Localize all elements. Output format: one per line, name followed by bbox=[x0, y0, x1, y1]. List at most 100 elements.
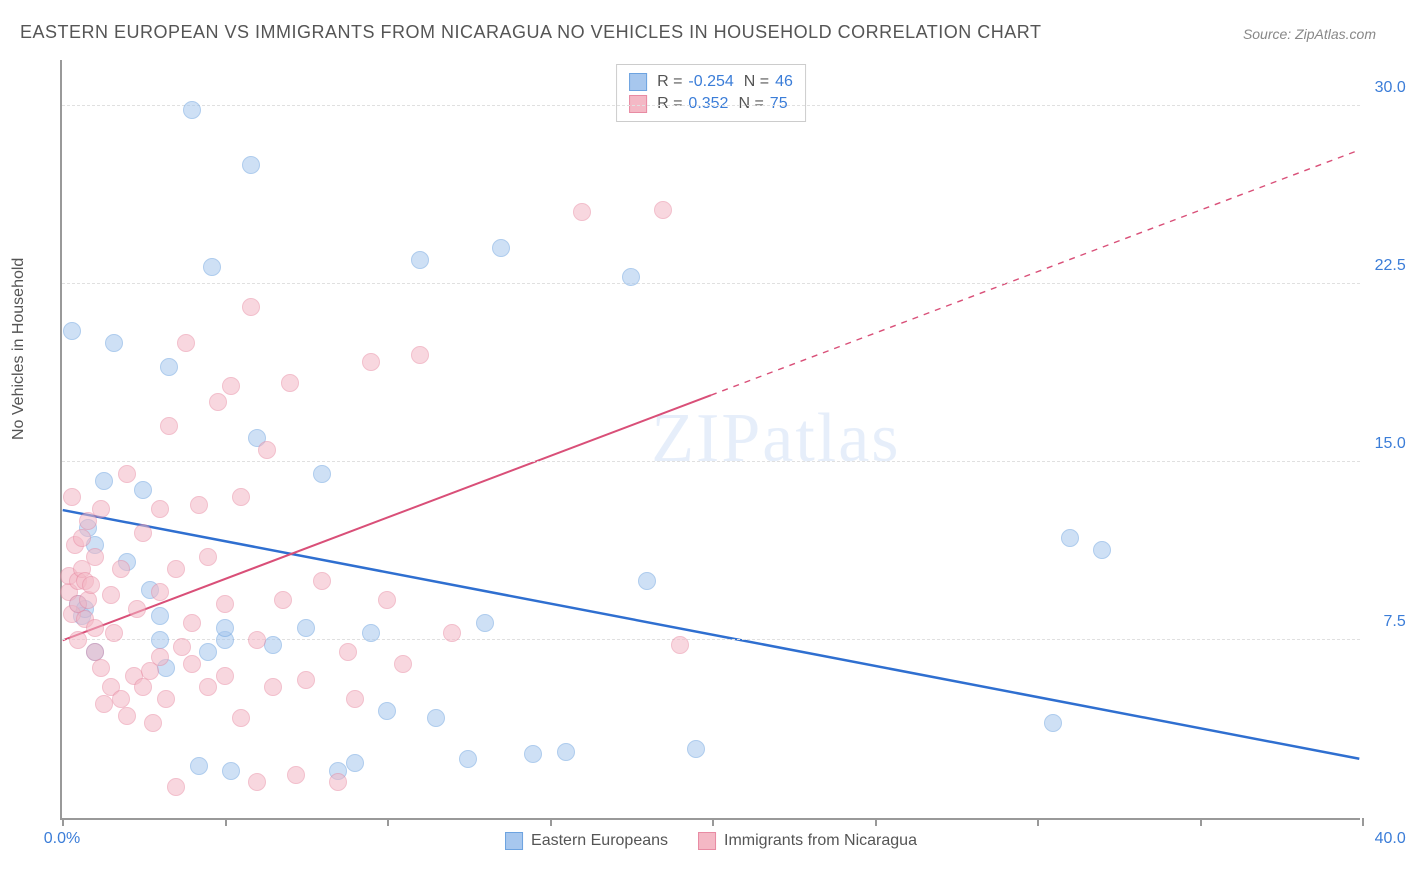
data-point bbox=[329, 773, 347, 791]
data-point bbox=[92, 659, 110, 677]
data-point bbox=[216, 595, 234, 613]
data-point bbox=[476, 614, 494, 632]
data-point bbox=[362, 624, 380, 642]
data-point bbox=[216, 667, 234, 685]
data-point bbox=[248, 773, 266, 791]
data-point bbox=[112, 690, 130, 708]
x-tick-label: 0.0% bbox=[44, 830, 80, 848]
data-point bbox=[232, 709, 250, 727]
data-point bbox=[134, 524, 152, 542]
data-point bbox=[151, 500, 169, 518]
data-point bbox=[190, 757, 208, 775]
data-point bbox=[86, 643, 104, 661]
legend-swatch bbox=[698, 832, 716, 850]
data-point bbox=[427, 709, 445, 727]
data-point bbox=[112, 560, 130, 578]
legend-r: R = -0.254 bbox=[657, 73, 734, 91]
data-point bbox=[1093, 541, 1111, 559]
x-tick bbox=[1037, 818, 1039, 826]
x-tick bbox=[875, 818, 877, 826]
data-point bbox=[167, 560, 185, 578]
data-point bbox=[346, 754, 364, 772]
data-point bbox=[151, 631, 169, 649]
data-point bbox=[297, 619, 315, 637]
data-point bbox=[687, 740, 705, 758]
data-point bbox=[378, 702, 396, 720]
legend-swatch bbox=[629, 73, 647, 91]
watermark: ZIPatlas bbox=[651, 399, 900, 479]
data-point bbox=[199, 643, 217, 661]
x-max-label: 40.0% bbox=[1375, 830, 1406, 848]
data-point bbox=[274, 591, 292, 609]
data-point bbox=[118, 707, 136, 725]
data-point bbox=[199, 548, 217, 566]
data-point bbox=[222, 762, 240, 780]
data-point bbox=[242, 156, 260, 174]
data-point bbox=[151, 648, 169, 666]
legend-item: Eastern Europeans bbox=[505, 832, 668, 850]
x-tick bbox=[712, 818, 714, 826]
legend-label: Eastern Europeans bbox=[531, 832, 668, 850]
data-point bbox=[264, 636, 282, 654]
data-point bbox=[73, 529, 91, 547]
gridline bbox=[62, 105, 1360, 106]
data-point bbox=[63, 488, 81, 506]
data-point bbox=[95, 472, 113, 490]
y-tick-label: 22.5% bbox=[1365, 257, 1406, 275]
data-point bbox=[86, 619, 104, 637]
data-point bbox=[144, 714, 162, 732]
data-point bbox=[134, 481, 152, 499]
y-tick-label: 15.0% bbox=[1365, 435, 1406, 453]
source-attribution: Source: ZipAtlas.com bbox=[1243, 26, 1376, 42]
data-point bbox=[167, 778, 185, 796]
data-point bbox=[63, 322, 81, 340]
data-point bbox=[557, 743, 575, 761]
data-point bbox=[378, 591, 396, 609]
plot-area: ZIPatlas R = -0.254N = 46R = 0.352N = 75… bbox=[60, 60, 1360, 820]
data-point bbox=[232, 488, 250, 506]
gridline bbox=[62, 283, 1360, 284]
data-point bbox=[183, 101, 201, 119]
data-point bbox=[638, 572, 656, 590]
data-point bbox=[203, 258, 221, 276]
y-axis-label: No Vehicles in Household bbox=[10, 258, 28, 440]
data-point bbox=[339, 643, 357, 661]
data-point bbox=[199, 678, 217, 696]
data-point bbox=[105, 334, 123, 352]
y-tick-label: 30.0% bbox=[1365, 79, 1406, 97]
data-point bbox=[151, 583, 169, 601]
data-point bbox=[1044, 714, 1062, 732]
trend-line-extrapolated bbox=[711, 150, 1359, 395]
data-point bbox=[346, 690, 364, 708]
data-point bbox=[183, 614, 201, 632]
data-point bbox=[222, 377, 240, 395]
data-point bbox=[118, 465, 136, 483]
data-point bbox=[160, 417, 178, 435]
data-point bbox=[459, 750, 477, 768]
data-point bbox=[622, 268, 640, 286]
legend-n: N = 46 bbox=[744, 73, 793, 91]
legend-item: Immigrants from Nicaragua bbox=[698, 832, 917, 850]
data-point bbox=[92, 500, 110, 518]
data-point bbox=[160, 358, 178, 376]
data-point bbox=[248, 631, 266, 649]
data-point bbox=[128, 600, 146, 618]
data-point bbox=[151, 607, 169, 625]
x-tick bbox=[550, 818, 552, 826]
data-point bbox=[411, 346, 429, 364]
data-point bbox=[411, 251, 429, 269]
data-point bbox=[173, 638, 191, 656]
data-point bbox=[209, 393, 227, 411]
data-point bbox=[82, 576, 100, 594]
data-point bbox=[287, 766, 305, 784]
data-point bbox=[157, 690, 175, 708]
data-point bbox=[264, 678, 282, 696]
correlation-legend: R = -0.254N = 46R = 0.352N = 75 bbox=[616, 64, 806, 122]
data-point bbox=[313, 465, 331, 483]
data-point bbox=[183, 655, 201, 673]
data-point bbox=[258, 441, 276, 459]
data-point bbox=[524, 745, 542, 763]
data-point bbox=[297, 671, 315, 689]
x-tick bbox=[1200, 818, 1202, 826]
data-point bbox=[654, 201, 672, 219]
